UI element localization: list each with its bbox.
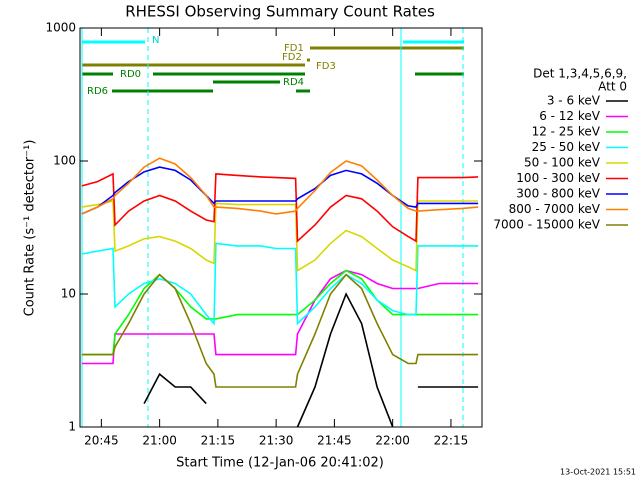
y-tick-label: 1 [68,420,76,434]
x-tick-label: 22:15 [434,434,469,448]
x-tick-label: 22:00 [375,434,410,448]
annotation: FD2 [282,52,302,63]
x-tick-label: 21:45 [317,434,352,448]
day-night-lines [81,28,464,427]
series-line [81,242,479,326]
series-line [81,172,479,243]
x-axis-label: Start Time (12-Jan-06 20:41:02) [176,456,384,471]
series-line [81,157,479,215]
footer: 13-Oct-2021 15:51 [560,468,636,477]
legend-label: 3 - 6 keV [547,94,601,108]
annotation: FD3 [316,61,336,72]
x-tick-label: 21:30 [259,434,294,448]
legend-label: 12 - 25 keV [532,125,601,139]
y-tick-label: 100 [53,154,76,168]
y-tick-label: 1000 [45,21,76,35]
legend-label: 25 - 50 keV [532,140,601,154]
legend-label: 800 - 7000 keV [509,202,601,216]
legend-label: 50 - 100 keV [524,156,601,170]
x-tick-label: 21:15 [201,434,236,448]
series-line [81,200,479,272]
x-tick-label: 21:00 [142,434,177,448]
annotation: RD4 [283,77,304,88]
series-line [81,273,479,388]
plot-frame [79,27,483,428]
series-line [143,292,479,428]
y-tick-label: 10 [61,287,76,301]
chart-title: RHESSI Observing Summary Count Rates [125,3,435,21]
series-line [81,269,479,365]
legend-label: 6 - 12 keV [539,109,601,123]
legend-header: Det 1,3,4,5,6,9, [533,67,627,81]
legend-label: 7000 - 15000 keV [493,218,600,232]
series-line [81,166,479,215]
annotation: RD6 [87,86,108,97]
legend-header: Att 0 [598,80,627,94]
x-tick-label: 20:45 [84,434,119,448]
legend-label: 100 - 300 keV [516,171,600,185]
legend-label: 300 - 800 keV [516,187,600,201]
annotation: N [152,35,159,46]
y-axis-label: Count Rate (s⁻¹ detector⁻¹) [23,140,38,317]
annotation: RD0 [120,69,141,80]
annotation: FD1 [284,43,304,54]
state-bars [82,40,464,93]
